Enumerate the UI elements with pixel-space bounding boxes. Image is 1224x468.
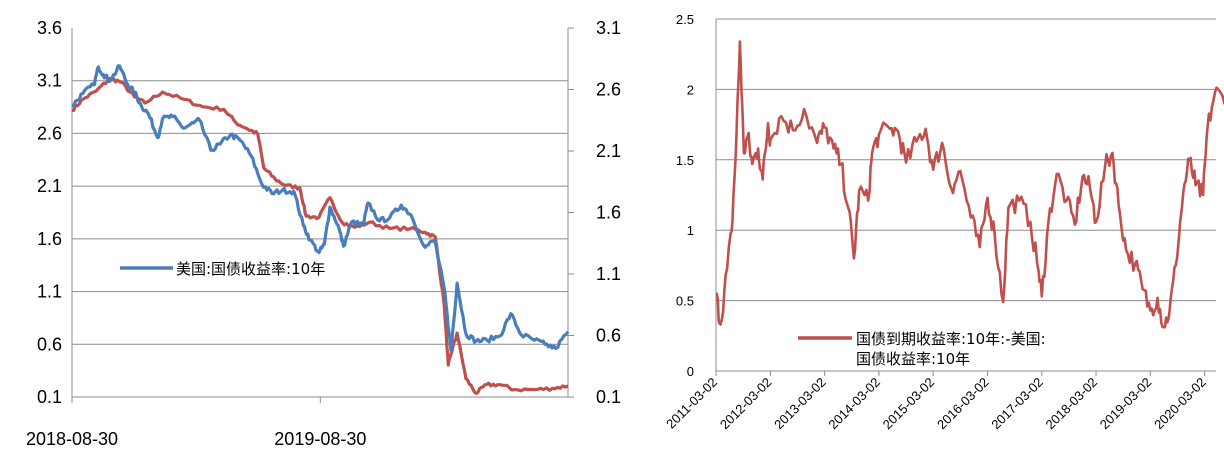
y-tick-label-left: 3.1	[37, 71, 62, 91]
x-tick-label: 2019-03-02	[1097, 375, 1155, 433]
y-tick-label-right: 3.1	[596, 18, 621, 38]
y-tick-label-left: 0.1	[37, 387, 62, 407]
x-tick-label: 2018-08-30	[26, 429, 118, 449]
series-line-spread	[715, 40, 1224, 329]
y-tick-label: 0.5	[676, 294, 694, 309]
x-tick-label: 2011-03-02	[663, 375, 720, 432]
y-tick-label-right: 0.6	[596, 326, 621, 346]
legend-label: 美国:国债收益率:10年	[176, 260, 325, 278]
y-tick-label: 1	[687, 223, 694, 238]
y-tick-label-left: 2.6	[37, 123, 62, 143]
y-tick-label: 2.5	[676, 12, 694, 27]
x-tick-label: 2013-03-02	[771, 375, 829, 433]
series-line-us-yield	[71, 64, 570, 353]
y-tick-label-right: 1.6	[596, 203, 621, 223]
x-tick-label: 2015-03-02	[880, 375, 938, 433]
y-tick-label: 1.5	[676, 153, 694, 168]
y-tick-label-right: 1.1	[596, 264, 621, 284]
y-tick-label: 2	[687, 82, 694, 97]
y-tick-label-left: 1.1	[37, 282, 62, 302]
legend-label: 国债到期收益率:10年:-美国:国债收益率:10年	[856, 330, 1046, 368]
y-tick-label-right: 2.1	[596, 141, 621, 161]
x-tick-label: 2018-03-02	[1043, 375, 1101, 433]
y-tick-label-right: 0.1	[596, 387, 621, 407]
x-tick-label: 2019-08-30	[274, 429, 366, 449]
y-tick-label-left: 2.1	[37, 176, 62, 196]
chart-left: 3.6 3.1 2.6 2.1 1.6 1.1 0.6 0.1 3.1 2.6 2.1 1.6 1.1 0…	[26, 18, 621, 449]
y-tick-label-right: 2.6	[596, 80, 621, 100]
series-line-cn-yield	[72, 76, 569, 395]
x-tick-label: 2012-03-02	[717, 375, 775, 433]
y-tick-label-left: 0.6	[37, 334, 62, 354]
y-tick-label-left: 1.6	[37, 229, 62, 249]
x-tick-label: 2014-03-02	[825, 375, 883, 433]
x-tick-label: 2017-03-02	[988, 375, 1046, 433]
chart-right: 2.5 2 1.5 1 0.5 02011-03-022012-03-022013-03-…	[663, 12, 1224, 432]
y-tick-label-left: 3.6	[37, 18, 62, 38]
x-tick-label: 2016-03-02	[934, 375, 992, 433]
y-tick-label: 0	[687, 364, 694, 379]
x-tick-label: 2020-03-02	[1151, 375, 1209, 433]
